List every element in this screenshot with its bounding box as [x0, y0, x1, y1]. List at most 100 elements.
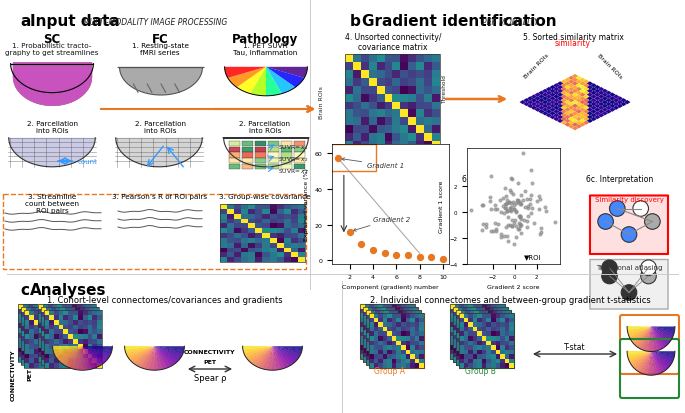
- Bar: [450, 350, 455, 354]
- Bar: [474, 333, 479, 338]
- Bar: [58, 338, 62, 343]
- Bar: [55, 307, 60, 312]
- Text: PER MODALITY: PER MODALITY: [482, 18, 538, 27]
- Bar: [44, 339, 49, 344]
- Bar: [256, 224, 262, 229]
- Bar: [234, 229, 241, 233]
- Bar: [491, 350, 496, 354]
- Bar: [62, 338, 67, 343]
- Bar: [393, 333, 398, 338]
- Bar: [432, 134, 440, 142]
- Point: [525, 192, 536, 199]
- Bar: [42, 314, 47, 319]
- Polygon shape: [575, 125, 582, 129]
- Bar: [459, 332, 464, 336]
- Bar: [220, 243, 227, 248]
- Bar: [23, 328, 27, 333]
- Bar: [50, 336, 55, 341]
- Bar: [501, 336, 505, 341]
- Bar: [432, 102, 440, 110]
- Polygon shape: [553, 110, 560, 114]
- Point: [520, 188, 531, 195]
- Bar: [456, 319, 460, 324]
- Bar: [470, 310, 474, 315]
- Bar: [501, 304, 505, 309]
- Polygon shape: [575, 91, 582, 96]
- Bar: [383, 336, 388, 341]
- Bar: [53, 348, 58, 352]
- Bar: [38, 320, 43, 325]
- Bar: [383, 327, 387, 332]
- Bar: [41, 312, 46, 317]
- Bar: [234, 258, 241, 262]
- Bar: [60, 346, 64, 351]
- Bar: [379, 310, 384, 315]
- Polygon shape: [534, 101, 541, 105]
- Bar: [393, 94, 401, 102]
- Bar: [24, 349, 29, 354]
- Bar: [345, 78, 353, 86]
- Polygon shape: [549, 101, 556, 105]
- Bar: [387, 332, 392, 336]
- Polygon shape: [557, 108, 563, 112]
- Polygon shape: [587, 93, 593, 97]
- Bar: [464, 332, 469, 336]
- Bar: [291, 229, 298, 233]
- Bar: [270, 224, 277, 229]
- Bar: [82, 352, 86, 357]
- Bar: [77, 314, 82, 319]
- Text: 6b. Coordinate system: 6b. Coordinate system: [462, 175, 548, 183]
- Bar: [459, 350, 464, 354]
- Bar: [499, 339, 503, 344]
- Bar: [476, 321, 480, 325]
- Bar: [369, 354, 373, 359]
- Bar: [404, 321, 409, 325]
- Bar: [416, 328, 421, 333]
- Bar: [58, 349, 62, 354]
- Bar: [482, 341, 486, 345]
- Bar: [86, 357, 91, 362]
- Bar: [88, 354, 92, 358]
- Bar: [482, 336, 486, 341]
- Polygon shape: [609, 101, 616, 105]
- Bar: [70, 360, 75, 365]
- Bar: [58, 349, 63, 354]
- Bar: [493, 333, 497, 338]
- Bar: [488, 347, 493, 351]
- Bar: [392, 323, 397, 327]
- Bar: [465, 319, 470, 324]
- Bar: [495, 353, 499, 358]
- Text: Group A: Group A: [375, 366, 406, 375]
- Bar: [60, 312, 65, 317]
- Bar: [375, 351, 379, 356]
- Bar: [473, 332, 477, 336]
- Circle shape: [633, 201, 649, 217]
- Polygon shape: [568, 99, 575, 103]
- Polygon shape: [651, 351, 665, 373]
- Bar: [58, 339, 62, 344]
- Bar: [399, 339, 404, 344]
- Bar: [500, 345, 505, 350]
- Bar: [48, 304, 53, 309]
- Bar: [63, 344, 68, 349]
- Polygon shape: [598, 91, 604, 96]
- Bar: [361, 126, 369, 134]
- Polygon shape: [609, 97, 616, 101]
- FancyBboxPatch shape: [590, 260, 668, 309]
- Bar: [64, 346, 69, 351]
- Point: [513, 226, 524, 233]
- Bar: [29, 344, 34, 349]
- Bar: [503, 325, 508, 330]
- Bar: [485, 316, 490, 321]
- Polygon shape: [266, 68, 308, 79]
- Polygon shape: [542, 104, 548, 109]
- Polygon shape: [542, 93, 548, 97]
- Bar: [24, 335, 29, 339]
- Bar: [60, 322, 64, 327]
- Polygon shape: [273, 347, 302, 354]
- Bar: [361, 63, 369, 71]
- Polygon shape: [580, 78, 586, 83]
- Bar: [42, 328, 47, 333]
- Bar: [241, 238, 249, 243]
- Bar: [486, 332, 491, 336]
